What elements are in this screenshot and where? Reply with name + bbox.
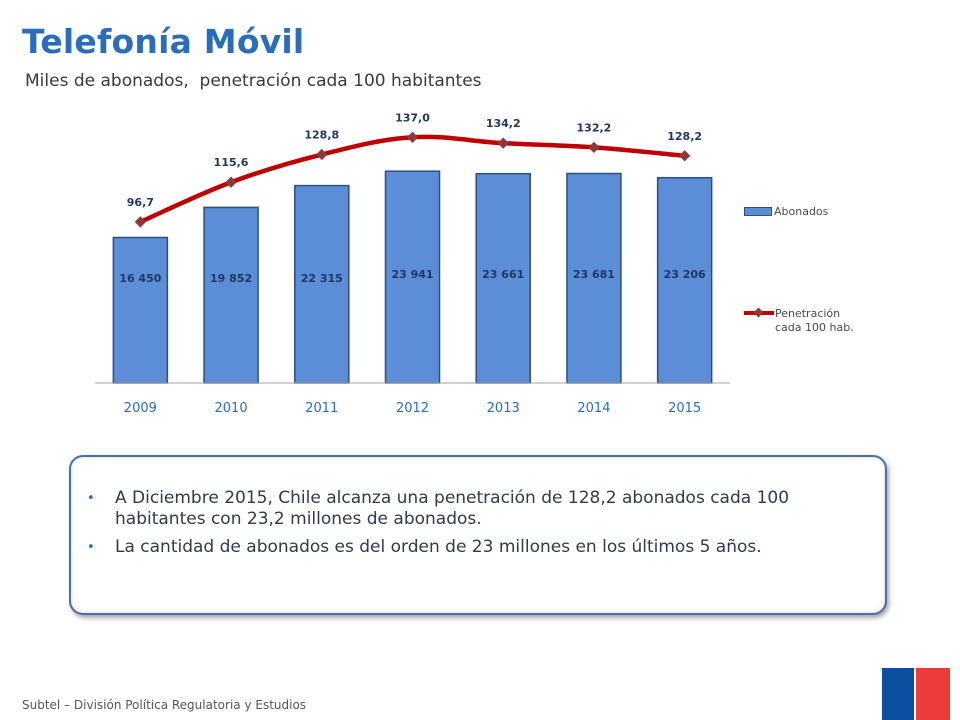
logo-red-block <box>916 668 950 720</box>
penetration-marker <box>134 216 147 228</box>
info-bullet-list: • A Diciembre 2015, Chile alcanza una pe… <box>83 488 863 565</box>
legend-label-abonados: Abonados <box>774 205 829 218</box>
penetration-marker <box>406 131 419 143</box>
bar-2009 <box>112 236 169 384</box>
legend-label-penetracion-line2: cada 100 hab. <box>775 321 854 334</box>
bar-value-label: 23 941 <box>391 268 433 281</box>
penetration-marker <box>225 176 237 188</box>
info-bullet-text: A Diciembre 2015, Chile alcanza una pene… <box>115 488 790 529</box>
penetration-value-label: 128,2 <box>667 130 702 143</box>
bar-2010 <box>203 206 259 384</box>
logo-blue-block <box>882 668 914 720</box>
legend-item-penetracion: Penetración cada 100 hab. <box>744 307 854 335</box>
legend-label-penetracion-line1: Penetración <box>775 307 841 320</box>
legend-line-swatch <box>744 307 774 319</box>
bar-2011 <box>294 184 350 384</box>
x-tick-label: 2015 <box>668 401 701 416</box>
x-tick-label: 2009 <box>124 401 157 416</box>
x-tick-label: 2014 <box>577 401 610 416</box>
bar-value-label: 22 315 <box>301 272 343 285</box>
info-bullet-item: • A Diciembre 2015, Chile alcanza una pe… <box>83 488 863 530</box>
page-subtitle: Miles de abonados, penetración cada 100 … <box>25 71 482 91</box>
info-box: • A Diciembre 2015, Chile alcanza una pe… <box>69 455 887 615</box>
bar-value-label: 16 450 <box>119 272 161 285</box>
penetration-marker <box>588 141 600 154</box>
penetration-marker <box>678 150 691 162</box>
penetration-value-label: 96,7 <box>127 196 154 209</box>
bar-2014 <box>566 172 622 384</box>
bar-value-label: 23 661 <box>482 268 524 281</box>
penetration-value-label: 132,2 <box>577 121 612 134</box>
penetration-marker <box>316 148 328 161</box>
bar-value-label: 19 852 <box>210 272 252 285</box>
bullet-icon: • <box>87 540 95 555</box>
penetration-value-label: 128,8 <box>304 129 339 142</box>
penetration-value-label: 137,0 <box>395 111 430 124</box>
penetration-value-label: 134,2 <box>486 117 521 130</box>
bullet-icon: • <box>87 491 95 506</box>
info-bullet-item: • La cantidad de abonados es del orden d… <box>83 537 863 558</box>
x-tick-label: 2011 <box>305 401 338 416</box>
legend-bar-swatch <box>744 207 772 216</box>
bar-value-label: 23 206 <box>664 268 706 281</box>
legend-item-abonados: Abonados <box>744 205 828 219</box>
bar-2012 <box>384 170 441 384</box>
penetration-value-label: 115,6 <box>214 156 249 169</box>
x-tick-label: 2012 <box>396 401 429 416</box>
penetration-marker <box>497 137 509 149</box>
chart: 16 450 19 852 22 315 23 941 23 661 23 681 23 2… <box>95 111 730 416</box>
footer-text: Subtel – División Política Regulatoria y… <box>22 698 307 712</box>
x-tick-label: 2010 <box>215 401 248 416</box>
page-title: Telefonía Móvil <box>22 22 305 61</box>
gobierno-logo <box>880 668 950 720</box>
bar-value-label: 23 681 <box>573 268 615 281</box>
info-bullet-text: La cantidad de abonados es del orden de … <box>115 537 762 557</box>
x-tick-label: 2013 <box>487 401 520 416</box>
bar-2015 <box>656 176 713 384</box>
bar-2013 <box>475 172 531 384</box>
